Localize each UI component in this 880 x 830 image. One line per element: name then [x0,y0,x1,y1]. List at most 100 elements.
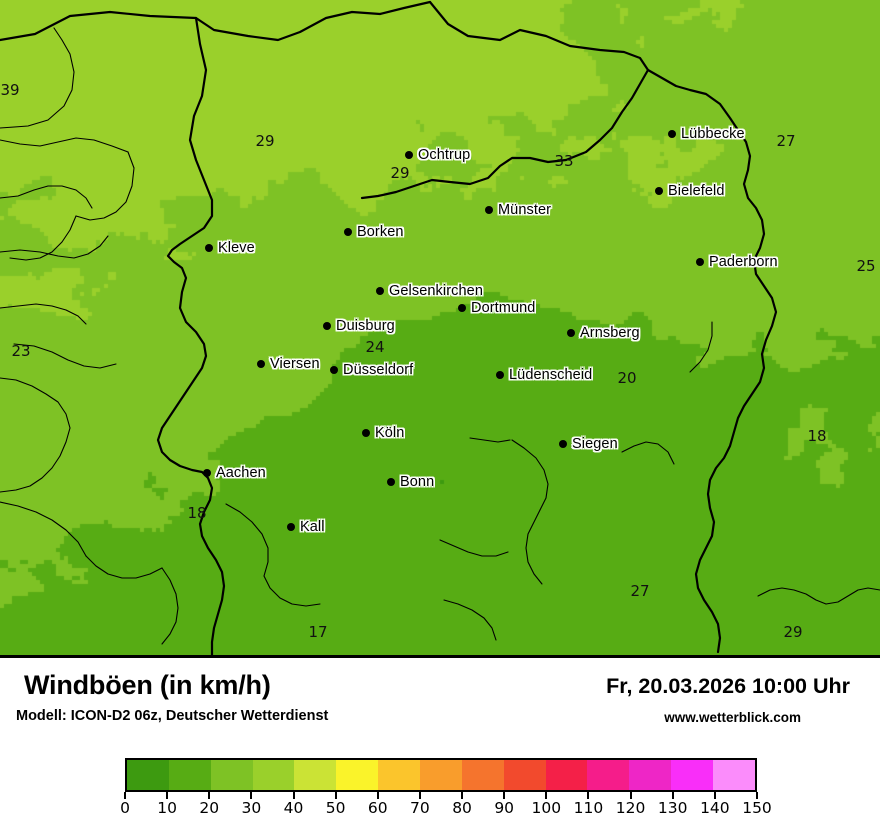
district-border-line [621,441,675,465]
colorbar-tick [208,792,211,799]
district-border-line [0,235,109,259]
colorbar-swatch-120-130 [629,760,672,790]
district-border-line [443,599,497,641]
city-marker-lubbecke[interactable]: Lübbecke [668,126,745,142]
administrative-borders [0,0,880,658]
city-marker-bielefeld[interactable]: Bielefeld [655,183,725,199]
city-dot-icon [257,360,265,368]
wind-gust-map[interactable]: Lübbecke Ochtrup Bielefeld Münster Borken Kle… [0,0,880,658]
city-marker-kall[interactable]: Kall [287,519,325,535]
city-dot-icon [203,469,211,477]
city-dot-icon [496,371,504,379]
city-label: Köln [375,425,405,441]
district-border-line [0,27,75,129]
city-marker-ludenscheid[interactable]: Lüdenscheid [496,367,592,383]
colorbar-tick-label: 30 [241,799,262,817]
district-border-line [85,555,163,579]
colorbar-swatch-40-50 [294,760,337,790]
wind-gust-value-label: 25 [856,257,876,275]
city-label: Siegen [572,436,618,452]
state-border-line [646,68,778,654]
colorbar-tick-label: 20 [199,799,220,817]
wind-gust-raster [0,0,880,658]
wind-gust-value-label: 29 [255,132,275,150]
colorbar-ticks [124,792,758,800]
district-border-line [0,303,87,325]
wind-gust-value-label: 33 [554,152,574,170]
city-marker-arnsberg[interactable]: Arnsberg [567,325,640,341]
city-label: Dortmund [471,300,536,316]
city-dot-icon [559,440,567,448]
wind-gust-value-label: 20 [617,369,637,387]
colorbar-tick [671,792,674,799]
district-border-line [161,567,179,645]
colorbar-swatch-110-120 [587,760,630,790]
colorbar-swatch-10-20 [168,760,211,790]
colorbar-tick-label: 130 [657,799,688,817]
city-marker-ochtrup[interactable]: Ochtrup [405,147,470,163]
colorbar-swatch-130-140 [671,760,714,790]
city-dot-icon [330,366,338,374]
city-marker-munster[interactable]: Münster [485,202,551,218]
city-dot-icon [458,304,466,312]
city-label: Gelsenkirchen [389,283,483,299]
city-marker-borken[interactable]: Borken [344,224,404,240]
city-dot-icon [376,287,384,295]
district-border-line [13,343,117,369]
colorbar-tick-label: 150 [742,799,772,817]
city-label: Lübbecke [681,126,745,142]
colorbar-tick [124,792,126,799]
district-border-line [0,501,87,557]
colorbar-legend[interactable]: 0 10 20 30 40 50 60 70 80 90 100 110 120 130 140 150 [120,758,772,817]
district-border-line [0,427,71,493]
colorbar-tick-label: 40 [283,799,304,817]
city-marker-bonn[interactable]: Bonn [387,474,434,490]
model-source-label: Modell: ICON-D2 06z, Deutscher Wetterdie… [16,708,329,724]
city-dot-icon [696,258,704,266]
colorbar-tick [250,792,253,799]
website-label: www.wetterblick.com [664,710,801,725]
district-border-line [263,575,321,607]
city-marker-dortmund[interactable]: Dortmund [458,300,535,316]
wind-gust-value-label: 24 [365,338,385,356]
city-marker-siegen[interactable]: Siegen [559,436,618,452]
city-marker-kleve[interactable]: Kleve [205,240,255,256]
wind-gust-value-label: 27 [776,132,796,150]
city-dot-icon [655,187,663,195]
city-label: Bielefeld [668,183,725,199]
district-border-line [511,439,549,511]
city-label: Münster [498,202,552,218]
colorbar-swatch-140-150 [713,760,755,790]
map-footer: Windböen (in km/h) Modell: ICON-D2 06z, … [0,658,880,830]
city-marker-dusseldorf[interactable]: Düsseldorf [330,362,413,378]
colorbar-tick [629,792,632,799]
colorbar-tick [545,792,548,799]
city-marker-duisburg[interactable]: Duisburg [323,318,395,334]
city-marker-aachen[interactable]: Aachen [203,465,266,481]
city-dot-icon [387,478,395,486]
colorbar-tick-label: 100 [531,799,562,817]
colorbar-swatch-0-10 [127,760,169,790]
city-marker-paderborn[interactable]: Paderborn [696,254,778,270]
wind-gust-value-label: 17 [308,623,328,641]
wind-gust-value-label: 18 [807,427,827,445]
colorbar-tick-label: 60 [367,799,388,817]
city-dot-icon [362,429,370,437]
map-label-overlay: Lübbecke Ochtrup Bielefeld Münster Borken Kle… [0,81,876,641]
colorbar-tick [713,792,716,799]
wind-gust-value-label: 29 [390,164,410,182]
colorbar-gradient [125,758,757,792]
colorbar-swatch-70-80 [420,760,462,790]
colorbar-tick-label: 140 [700,799,730,817]
city-label: Kleve [218,240,255,256]
city-marker-viersen[interactable]: Viersen [257,356,320,372]
city-marker-koln[interactable]: Köln [362,425,404,441]
colorbar-tick-label: 120 [615,799,646,817]
district-border-line [525,509,543,585]
city-marker-gelsenkirchen[interactable]: Gelsenkirchen [376,283,483,299]
colorbar-tick [376,792,379,799]
district-border-line [689,321,713,373]
city-dot-icon [344,228,352,236]
colorbar-tick-label: 0 [120,799,130,817]
